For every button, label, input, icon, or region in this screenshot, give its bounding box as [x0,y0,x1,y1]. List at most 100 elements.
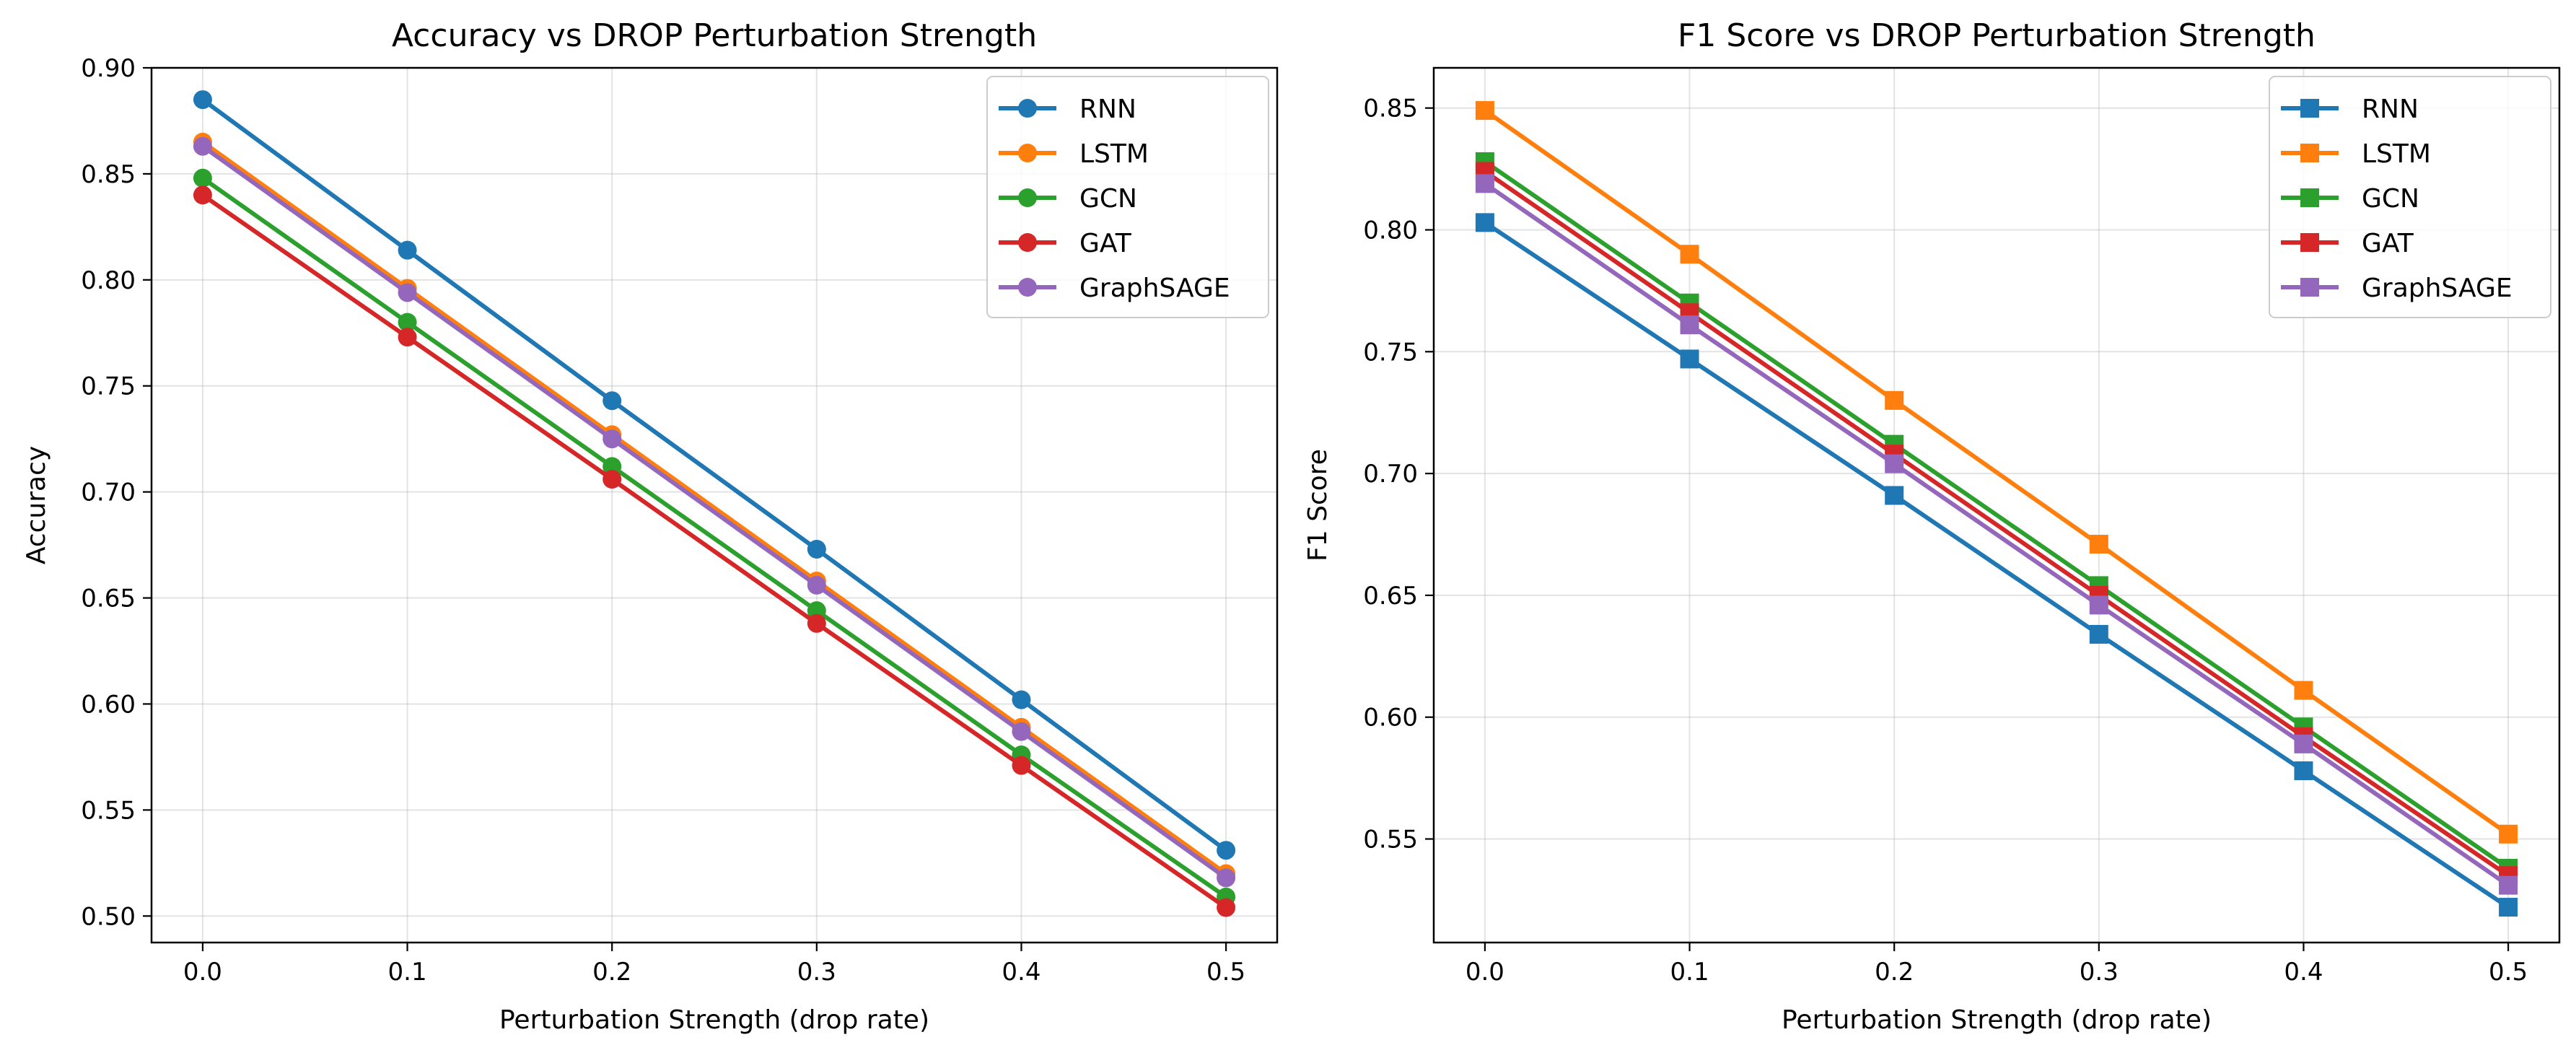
f1-graphsage-point [2499,875,2518,895]
accuracy-graphsage-point [603,429,622,449]
accuracy-legend-marker [1018,233,1037,252]
accuracy-gcn-point [193,168,212,188]
f1-ticks: 0.0 0.1 0.2 0.3 0.4 0.5 0.55 0.60 0.65 0.70 0.75 0.… [1363,95,2528,987]
accuracy-x-tick-label: 0.0 [183,958,222,987]
accuracy-series-rnn [193,90,1236,860]
f1-rnn-point [1885,486,1904,505]
accuracy-graphsage-point [807,575,826,595]
f1-legend-label: GCN [2362,184,2419,214]
accuracy-legend-marker [1018,278,1037,297]
accuracy-y-tick-label: 0.90 [81,54,136,83]
f1-legend-box [2269,76,2551,318]
accuracy-legend-label: GCN [1079,184,1137,214]
f1-x-tick-label: 0.4 [2284,958,2323,987]
accuracy-y-tick-label: 0.70 [81,478,136,507]
f1-lstm-point [1475,101,1494,121]
accuracy-legend-box [986,76,1269,318]
accuracy-x-tick-label: 0.2 [592,958,631,987]
f1-rnn-point [2294,761,2313,780]
accuracy-x-tick-label: 0.5 [1206,958,1245,987]
f1-y-axis-label: F1 Score [1303,449,1333,561]
f1-gcn-line [1482,159,2511,871]
f1-graphsage-point [1475,174,1494,193]
accuracy-rnn-point [1012,690,1031,709]
f1-graphsage-point [2294,734,2313,753]
f1-legend-item-gat: GAT [2281,229,2414,258]
accuracy-gat-point [807,613,826,633]
f1-legend: RNN LSTM GCN GAT GraphSAGE [2269,76,2551,318]
f1-lstm-point [1885,390,1904,410]
accuracy-rnn-line [200,97,1229,853]
f1-x-tick-label: 0.3 [2080,958,2119,987]
f1-series-layer [1475,101,2518,917]
f1-legend-label: GAT [2362,229,2414,258]
accuracy-rnn-point [1217,841,1236,860]
accuracy-gcn-point [398,312,417,332]
accuracy-y-tick-label: 0.65 [81,585,136,613]
f1-legend-item-rnn: RNN [2281,95,2419,124]
f1-rnn-point [1680,349,1699,369]
f1-x-tick-label: 0.5 [2489,958,2528,987]
accuracy-legend-label: LSTM [1079,139,1149,169]
accuracy-y-axis-label: Accuracy [22,446,51,564]
f1-graphsage-point [1680,315,1699,335]
accuracy-graphsage-point [1217,868,1236,888]
f1-rnn-point [2089,624,2108,644]
f1-lstm-line [1482,108,2511,836]
accuracy-gat-point [398,328,417,347]
f1-legend-label: LSTM [2362,139,2431,169]
accuracy-series-graphsage [193,136,1236,888]
accuracy-legend-item-gat: GAT [999,229,1132,258]
f1-y-tick-label: 0.75 [1363,338,1418,367]
accuracy-graphsage-point [1012,722,1031,741]
accuracy-series-layer [193,90,1236,917]
accuracy-legend-marker [1018,188,1037,207]
f1-lstm-point [2089,535,2108,554]
accuracy-gat-point [193,185,212,205]
accuracy-series-gat [193,185,1236,917]
accuracy-y-tick-label: 0.85 [81,160,136,189]
accuracy-x-axis-label: Perturbation Strength (drop rate) [499,1005,929,1035]
f1-graphsage-point [1885,454,1904,473]
f1-rnn-line [1482,220,2511,910]
accuracy-y-tick-label: 0.50 [81,902,136,931]
accuracy-legend-item-graphsage: GraphSAGE [999,274,1230,303]
accuracy-y-tick-label: 0.60 [81,690,136,719]
f1-legend-marker [2300,278,2319,297]
f1-legend-marker [2300,144,2319,162]
f1-rnn-point [2499,898,2518,917]
f1-series-rnn [1475,213,2518,917]
accuracy-legend-item-lstm: LSTM [999,139,1149,169]
accuracy-chart-title: Accuracy vs DROP Perturbation Strength [392,17,1037,54]
accuracy-gat-point [1217,898,1236,917]
accuracy-x-tick-label: 0.1 [388,958,427,987]
accuracy-y-tick-label: 0.75 [81,372,136,401]
accuracy-gat-point [1012,756,1031,775]
f1-x-axis-label: Perturbation Strength (drop rate) [1782,1005,2212,1035]
f1-y-tick-label: 0.85 [1363,95,1418,123]
f1-legend-label: RNN [2362,95,2419,124]
f1-legend-item-gcn: GCN [2281,184,2419,214]
accuracy-ticks: 0.0 0.1 0.2 0.3 0.4 0.5 0.50 0.55 0.60 0.65 0.70 0.… [81,54,1245,987]
accuracy-y-tick-label: 0.55 [81,796,136,825]
accuracy-legend-marker [1018,144,1037,162]
accuracy-legend: RNN LSTM GCN GAT GraphSAGE [986,76,1269,318]
f1-gat-line [1482,169,2511,878]
f1-graphsage-line [1482,181,2511,888]
f1-graphsage-point [2089,595,2108,615]
accuracy-legend-marker [1018,99,1037,118]
f1-y-tick-label: 0.60 [1363,704,1418,733]
f1-legend-label: GraphSAGE [2362,274,2513,303]
f1-series-lstm [1475,101,2518,844]
f1-chart-panel: F1 Score vs DROP Perturbation Strength 0… [1303,17,2561,1035]
f1-lstm-point [2499,824,2518,844]
f1-legend-marker [2300,188,2319,207]
f1-legend-marker [2300,233,2319,252]
f1-y-tick-label: 0.70 [1363,460,1418,489]
f1-x-tick-label: 0.2 [1875,958,1914,987]
accuracy-legend-label: GraphSAGE [1079,274,1230,303]
f1-x-tick-label: 0.1 [1670,958,1709,987]
f1-series-gat [1475,162,2518,886]
accuracy-legend-label: RNN [1079,95,1136,124]
